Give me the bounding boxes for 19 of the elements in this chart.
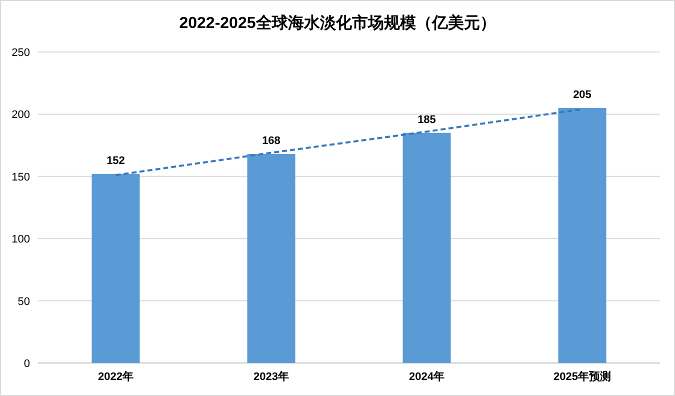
x-tick-label: 2022年 (98, 370, 134, 383)
data-label: 185 (418, 114, 436, 126)
x-tick-label: 2023年 (254, 370, 289, 383)
bar (558, 108, 606, 363)
data-label: 152 (106, 154, 125, 167)
bar (402, 132, 451, 363)
x-tick-label: 2025年预测 (554, 370, 611, 383)
y-tick-label: 250 (12, 47, 30, 59)
y-tick-label: 150 (12, 171, 30, 184)
y-tick-label: 0 (24, 358, 30, 370)
y-tick-label: 50 (18, 296, 30, 308)
y-tick-label: 200 (12, 109, 30, 122)
data-label: 205 (573, 88, 592, 101)
y-tick-label: 100 (12, 234, 30, 246)
bar (247, 154, 296, 363)
chart-title: 2022-2025全球海水淡化市场规模（亿美元） (179, 13, 496, 32)
bar (92, 174, 140, 363)
data-label: 168 (262, 135, 280, 148)
x-tick-label: 2024年 (409, 370, 444, 383)
